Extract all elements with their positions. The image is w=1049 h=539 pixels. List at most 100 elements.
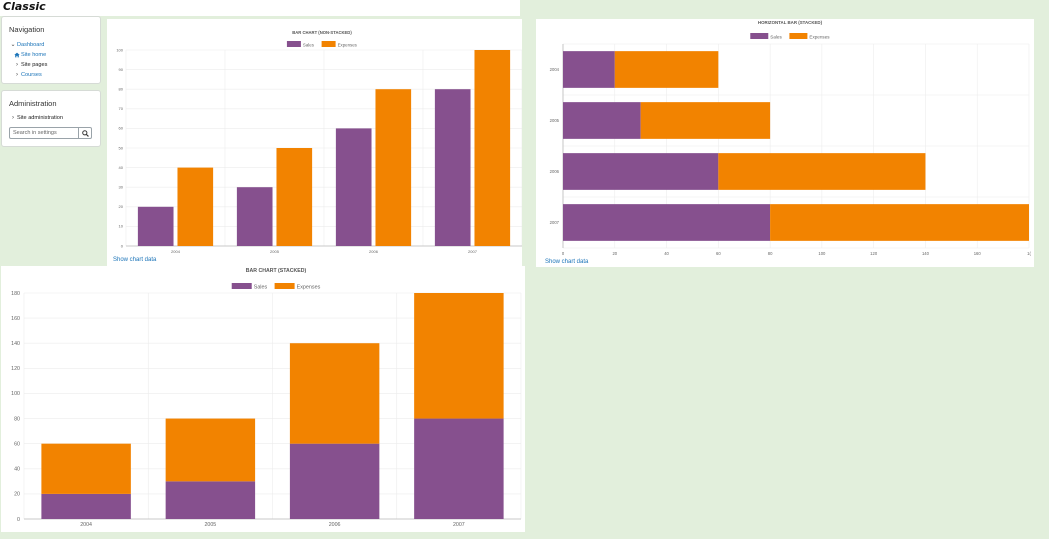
administration-list: › Site administration bbox=[9, 113, 100, 123]
x-tick-label: 2007 bbox=[468, 249, 478, 254]
search-button[interactable] bbox=[79, 127, 92, 139]
bar-sales bbox=[414, 418, 504, 519]
y-tick-label: 40 bbox=[119, 165, 124, 170]
x-tick-label: 2005 bbox=[270, 249, 280, 254]
y-tick-label: 80 bbox=[14, 416, 20, 422]
x-tick-label: 140 bbox=[922, 251, 930, 256]
legend-swatch bbox=[789, 33, 808, 39]
y-tick-label: 180 bbox=[11, 291, 20, 297]
chart-title: BAR CHART (STACKED) bbox=[246, 268, 307, 274]
x-tick-label: 40 bbox=[664, 251, 669, 256]
bar-expenses bbox=[289, 343, 380, 444]
bar-expenses bbox=[614, 51, 719, 88]
legend-label: Sales bbox=[303, 42, 315, 47]
nav-item-site-pages[interactable]: › Site pages bbox=[9, 60, 100, 70]
nav-item-courses[interactable]: › Courses bbox=[9, 70, 100, 80]
bar-sales bbox=[289, 443, 380, 519]
x-tick-label: 160 bbox=[974, 251, 982, 256]
bar-expenses bbox=[640, 102, 771, 139]
y-tick-label: 2007 bbox=[550, 220, 560, 225]
y-tick-label: 30 bbox=[119, 185, 124, 190]
chevron-right-icon: › bbox=[12, 115, 14, 121]
x-tick-label: 60 bbox=[716, 251, 721, 256]
bar-expenses bbox=[177, 167, 214, 246]
search-icon bbox=[81, 129, 89, 137]
bar-sales bbox=[434, 89, 471, 246]
legend-label: Expenses bbox=[297, 284, 321, 290]
y-tick-label: 160 bbox=[11, 316, 20, 322]
bar-sales bbox=[41, 493, 131, 519]
y-tick-label: 60 bbox=[14, 441, 20, 447]
legend-label: Sales bbox=[770, 34, 782, 39]
y-tick-label: 80 bbox=[119, 87, 124, 92]
y-tick-label: 0 bbox=[121, 243, 124, 248]
nav-item-label[interactable]: Site home bbox=[21, 52, 47, 58]
navigation-block: Navigation ⌄ Dashboard Site home › Site … bbox=[1, 16, 101, 84]
nav-item-label[interactable]: Site administration bbox=[17, 115, 64, 121]
y-tick-label: 90 bbox=[119, 67, 124, 72]
chart-horizontal-stacked: HORIZONTAL BAR (STACKED) Sales Expenses 0 20… bbox=[550, 20, 1032, 256]
legend-swatch bbox=[750, 33, 769, 39]
bar-expenses bbox=[474, 50, 511, 246]
search-input[interactable] bbox=[9, 127, 79, 139]
bar-expenses bbox=[770, 204, 1029, 241]
page-title: Classic bbox=[0, 0, 520, 16]
navigation-title: Navigation bbox=[9, 25, 45, 34]
legend-swatch bbox=[286, 41, 301, 47]
x-tick-label: 2005 bbox=[204, 522, 216, 528]
bar-sales bbox=[563, 153, 719, 190]
bar-expenses bbox=[165, 418, 256, 482]
nav-item-label[interactable]: Site pages bbox=[21, 62, 48, 68]
y-tick-label: 120 bbox=[11, 366, 20, 372]
y-tick-label: 70 bbox=[119, 106, 124, 111]
show-chart-data-link[interactable]: Show chart data bbox=[545, 259, 589, 265]
bar-expenses bbox=[718, 153, 926, 190]
chart-title: HORIZONTAL BAR (STACKED) bbox=[758, 20, 823, 25]
x-tick-label: 0 bbox=[562, 251, 565, 256]
y-tick-label: 20 bbox=[119, 204, 124, 209]
y-tick-label: 100 bbox=[11, 391, 20, 397]
y-tick-label: 140 bbox=[11, 341, 20, 347]
legend-swatch bbox=[321, 41, 336, 47]
bar-sales bbox=[563, 51, 615, 88]
y-tick-label: 40 bbox=[14, 467, 20, 473]
chart-horizontal-stacked-card: HORIZONTAL BAR (STACKED) Sales Expenses 0 20… bbox=[536, 19, 1034, 267]
x-tick-label: 2006 bbox=[369, 249, 379, 254]
x-tick-label: 2004 bbox=[80, 522, 92, 528]
x-tick-label: 2004 bbox=[171, 249, 181, 254]
x-tick-label: 100 bbox=[818, 251, 826, 256]
chart-bar-non-stacked: BAR CHART (NON-STACKED) Sales Expenses 0 10 2… bbox=[116, 30, 522, 254]
administration-block: Administration › Site administration bbox=[1, 90, 101, 147]
bar-sales bbox=[335, 128, 372, 246]
x-tick-label: 2007 bbox=[453, 522, 465, 528]
legend-label: Expenses bbox=[338, 42, 358, 47]
chevron-down-icon: ⌄ bbox=[10, 42, 16, 48]
administration-title: Administration bbox=[9, 99, 57, 108]
x-tick-label: 1( bbox=[1027, 251, 1031, 256]
show-chart-data-link[interactable]: Show chart data bbox=[113, 257, 157, 263]
y-tick-label: 0 bbox=[17, 517, 20, 523]
nav-item-label[interactable]: Courses bbox=[21, 72, 42, 78]
bar-sales bbox=[236, 187, 273, 246]
legend-label: Sales bbox=[254, 284, 268, 290]
nav-item-site-administration[interactable]: › Site administration bbox=[9, 113, 100, 123]
chevron-right-icon: › bbox=[16, 72, 18, 78]
y-tick-label: 60 bbox=[119, 126, 124, 131]
chart-bar-non-stacked-card: BAR CHART (NON-STACKED) Sales Expenses 0 10 2… bbox=[107, 19, 522, 266]
bar-sales bbox=[165, 481, 256, 519]
nav-item-site-home[interactable]: Site home bbox=[9, 50, 100, 60]
chevron-right-icon: › bbox=[16, 62, 18, 68]
y-tick-label: 20 bbox=[14, 492, 20, 498]
bar-expenses bbox=[375, 89, 412, 246]
bar-sales bbox=[563, 102, 641, 139]
legend-swatch bbox=[231, 283, 252, 289]
y-tick-label: 2004 bbox=[550, 67, 560, 72]
bar-expenses bbox=[276, 148, 313, 246]
y-tick-label: 10 bbox=[119, 224, 124, 229]
bar-expenses bbox=[414, 293, 504, 419]
y-tick-label: 2006 bbox=[550, 169, 560, 174]
nav-item-dashboard[interactable]: ⌄ Dashboard bbox=[9, 40, 100, 50]
nav-item-label[interactable]: Dashboard bbox=[17, 42, 45, 48]
navigation-list: ⌄ Dashboard Site home › Site pages › Cou… bbox=[9, 40, 100, 80]
chart-bar-stacked-card: BAR CHART (STACKED) Sales Expenses 0 20 40 60 8… bbox=[1, 266, 525, 532]
